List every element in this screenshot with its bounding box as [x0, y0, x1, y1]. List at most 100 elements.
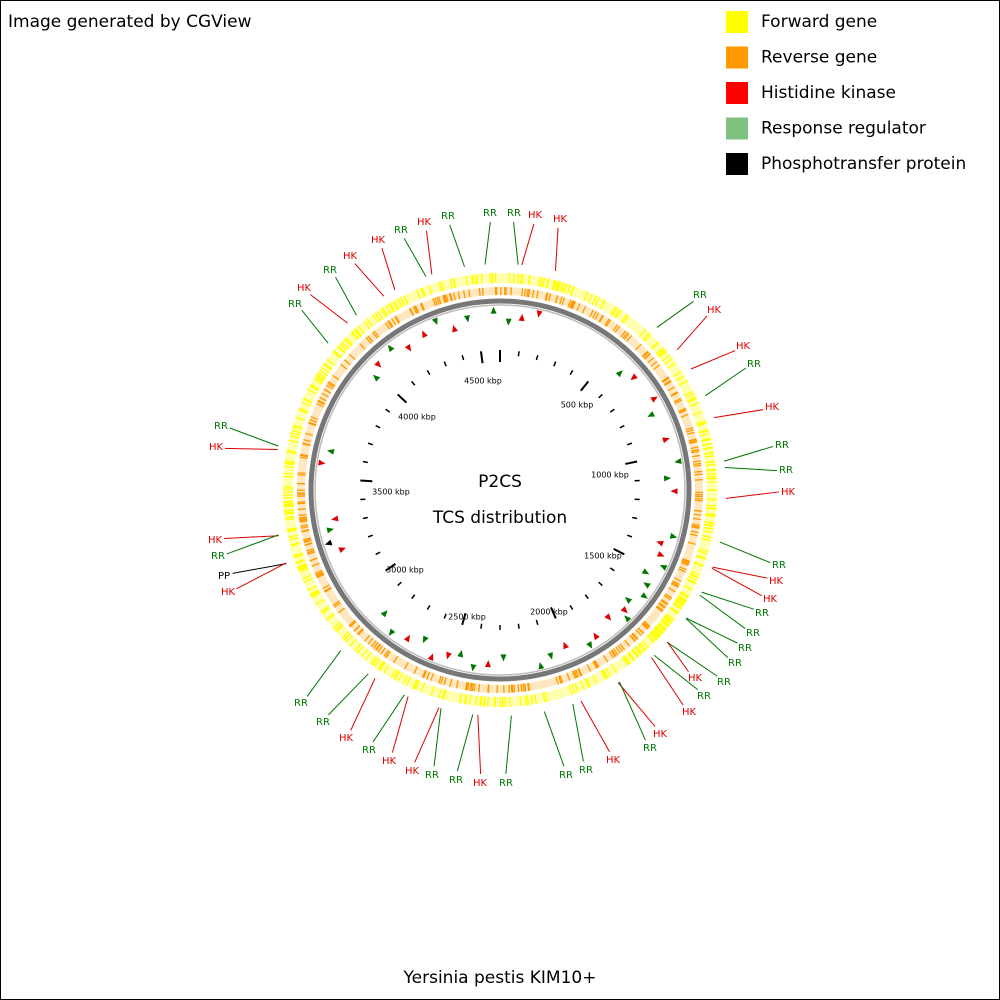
gene-stripe	[420, 287, 426, 298]
gene-stripe	[649, 631, 658, 640]
gene-stripe	[664, 593, 673, 599]
gene-stripe	[457, 291, 461, 300]
gene-stripe	[555, 281, 560, 292]
gene-stripe	[311, 592, 321, 599]
feature-leader	[690, 350, 736, 370]
gene-stripe	[377, 660, 385, 670]
credit: Image generated by CGView	[8, 12, 252, 32]
gene-stripe	[591, 311, 597, 319]
gene-stripe	[311, 562, 320, 567]
gene-stripe	[617, 644, 624, 653]
gene-stripe	[650, 360, 658, 367]
gene-stripe	[624, 639, 631, 647]
gene-stripe	[304, 432, 313, 437]
gene-stripe	[559, 296, 563, 305]
gene-stripe	[297, 474, 306, 476]
gene-stripe	[399, 296, 406, 307]
gene-stripe	[332, 374, 340, 381]
gene-stripe	[466, 682, 470, 691]
scale-tick	[367, 534, 374, 538]
feature-leader	[484, 221, 491, 265]
gene-stripe	[594, 296, 601, 307]
scale-tick	[385, 562, 397, 572]
feature-label: RR	[717, 677, 731, 688]
gene-stripe	[288, 439, 299, 444]
feature-leader	[236, 562, 287, 590]
gene-stripe	[662, 616, 672, 625]
gene-stripe	[284, 465, 295, 469]
gene-stripe	[478, 683, 481, 692]
feature-marker	[536, 310, 543, 318]
feature-label: RR	[362, 745, 376, 756]
gene-stripe	[517, 273, 520, 284]
scale-tick	[569, 369, 574, 376]
gene-stripe	[341, 631, 350, 639]
gene-stripe	[307, 388, 317, 395]
feature-marker	[318, 459, 326, 466]
feature-marker	[620, 606, 628, 614]
gene-stripe	[677, 596, 687, 603]
gene-stripe	[310, 383, 320, 390]
feature-label: HK	[653, 729, 668, 740]
feature-leader	[724, 466, 778, 472]
gene-stripe	[622, 314, 630, 324]
gene-stripe	[303, 538, 312, 542]
feature-marker	[505, 318, 512, 326]
scale-tick	[411, 380, 416, 386]
gene-stripe	[693, 462, 702, 466]
gene-stripe	[402, 674, 409, 685]
gene-stripe	[471, 683, 474, 692]
gene-stripe	[635, 343, 642, 351]
gene-stripe	[628, 651, 636, 661]
gene-stripe	[527, 274, 531, 286]
gene-stripe	[319, 396, 327, 402]
gene-stripe	[678, 568, 686, 573]
gene-stripe	[544, 691, 548, 702]
feature-leader	[618, 681, 646, 741]
gene-stripe	[397, 672, 404, 682]
gene-stripe	[322, 363, 332, 371]
feature-label: HK	[405, 766, 420, 777]
gene-stripe	[689, 402, 699, 408]
scale-label: 4000 kbp	[398, 413, 436, 422]
gene-stripe	[685, 393, 695, 399]
gene-stripe	[569, 300, 574, 309]
gene-stripe	[309, 384, 320, 391]
gene-stripe	[705, 514, 716, 518]
gene-stripe	[663, 379, 672, 386]
scale-tick	[362, 516, 368, 520]
gene-stripe	[624, 654, 632, 664]
gene-stripe	[625, 335, 633, 342]
gene-stripe	[661, 618, 671, 626]
gene-stripe	[542, 277, 546, 288]
gene-stripe	[632, 648, 640, 658]
gene-stripe	[298, 516, 307, 519]
gene-stripe	[309, 589, 319, 596]
gene-stripe	[283, 475, 294, 478]
gene-stripe	[696, 422, 707, 427]
gene-stripe	[301, 574, 312, 580]
feature-leader	[354, 263, 385, 297]
feature-marker	[624, 615, 632, 623]
feature-leader	[381, 247, 396, 291]
gene-stripe	[430, 686, 435, 696]
gene-stripe	[421, 669, 427, 678]
gene-stripe	[702, 442, 713, 447]
feature-marker	[669, 532, 678, 539]
gene-stripe	[674, 399, 683, 405]
gene-stripe	[526, 695, 530, 706]
gene-stripe	[691, 523, 701, 527]
gene-stripe	[686, 396, 697, 402]
gene-stripe	[356, 645, 365, 654]
feature-marker	[640, 592, 648, 599]
gene-stripe	[593, 660, 599, 669]
feature-label: RR	[394, 225, 408, 236]
scale-tick	[443, 361, 447, 367]
feature-marker	[500, 654, 507, 662]
gene-stripe	[303, 397, 313, 404]
gene-stripe	[608, 651, 615, 659]
scale-tick	[625, 460, 638, 465]
scale-label: 2000 kbp	[530, 608, 568, 617]
gene-stripe	[325, 384, 334, 390]
gene-stripe	[297, 508, 306, 511]
